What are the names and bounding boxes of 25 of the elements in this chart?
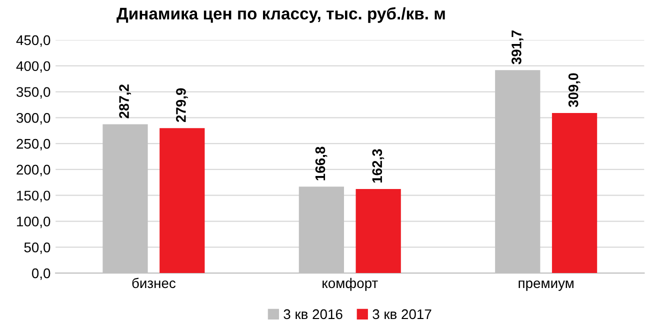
y-tick-label: 300,0: [16, 112, 50, 124]
bar: [356, 188, 401, 274]
data-label: 287,2: [119, 84, 131, 118]
x-tick-label: бизнес: [132, 278, 176, 288]
y-tick-label: 200,0: [16, 164, 50, 176]
bar: [160, 128, 205, 274]
y-tick-label: 350,0: [16, 87, 50, 99]
data-label: 166,8: [315, 146, 328, 180]
y-tick-label: 150,0: [17, 190, 50, 202]
y-tick-label: 450,0: [16, 35, 50, 47]
y-tick-label: 100,0: [17, 216, 50, 228]
legend-label: 3 кв 2016: [284, 309, 342, 320]
data-label: 391,7: [512, 30, 524, 64]
x-tick-label: премиум: [518, 280, 574, 291]
data-label: 162,3: [372, 149, 384, 183]
y-tick-label: 50,0: [24, 242, 50, 254]
x-tick-label: комфорт: [322, 278, 378, 291]
bar: [552, 113, 598, 274]
chart-title: Динамика цен по классу, тыс. руб./кв. м: [116, 7, 445, 23]
y-tick-label: 400,0: [16, 61, 50, 73]
y-tick-label: 250,0: [16, 138, 50, 150]
data-label: 279,9: [176, 88, 188, 122]
legend-label: 3 кв 2017: [372, 309, 432, 320]
data-label: 309,0: [568, 73, 580, 108]
y-tick-label: 0,0: [32, 268, 50, 280]
